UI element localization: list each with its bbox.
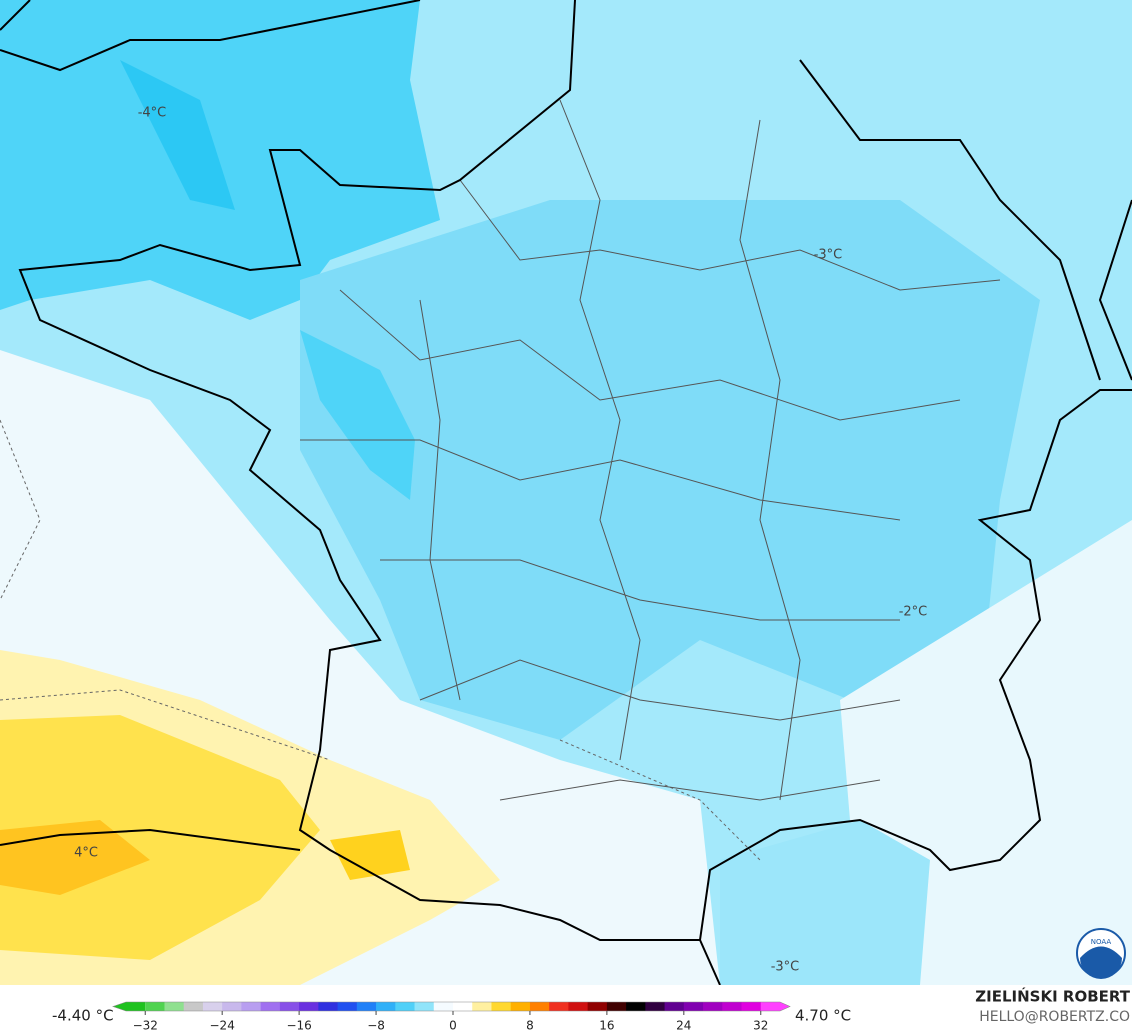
colorbar-segment bbox=[645, 1002, 666, 1011]
colorbar-segment bbox=[741, 1002, 762, 1011]
noaa-logo: NOAA bbox=[1076, 928, 1126, 979]
colorbar-segment bbox=[491, 1002, 512, 1011]
colorbar-segment bbox=[529, 1002, 550, 1011]
contour-line bbox=[0, 419, 761, 861]
colorbar-segment bbox=[202, 1002, 223, 1011]
legend-max-label: 4.70 °C bbox=[795, 1007, 851, 1025]
colorbar-segment bbox=[279, 1002, 300, 1011]
colorbar-segment bbox=[587, 1002, 608, 1011]
colorbar-segment bbox=[337, 1002, 358, 1011]
colorbar-segment bbox=[414, 1002, 435, 1011]
colorbar-tick-label: 16 bbox=[599, 1019, 614, 1033]
colorbar-segment bbox=[703, 1002, 723, 1011]
colorbar-tick-label: −24 bbox=[210, 1019, 235, 1033]
warm-zone bbox=[330, 830, 410, 880]
map: -4°C -3°C -2°C 4°C -3°C NOAA bbox=[0, 0, 1132, 986]
cold-zone bbox=[300, 330, 415, 500]
colorbar-segment bbox=[183, 1002, 204, 1011]
colorbar-tick-label: 24 bbox=[676, 1019, 691, 1033]
colorbar-segment bbox=[626, 1002, 646, 1011]
colorbar-segment bbox=[606, 1002, 627, 1011]
colorbar-segment bbox=[395, 1002, 416, 1011]
colorbar-segment bbox=[722, 1002, 743, 1011]
colorbar-segment bbox=[113, 1002, 146, 1011]
cool-zone bbox=[300, 200, 1040, 740]
cold-zone bbox=[120, 60, 235, 210]
contour-label: -3°C bbox=[814, 248, 843, 263]
colorbar-segment bbox=[318, 1002, 339, 1011]
colorbar-segment bbox=[664, 1002, 685, 1011]
colorbar-segment bbox=[356, 1002, 377, 1011]
cool-zone bbox=[720, 820, 930, 985]
colorbar-segment bbox=[549, 1002, 569, 1011]
colorbar-segment bbox=[683, 1002, 704, 1011]
contour-label: 4°C bbox=[74, 846, 98, 861]
colorbar-segment bbox=[760, 1002, 790, 1011]
colorbar: −32 −24 −16 −8 0 8 16 24 32 bbox=[112, 1001, 791, 1033]
colorbar-tick-label: 8 bbox=[526, 1019, 534, 1033]
credit-name: ZIELIŃSKI ROBERT bbox=[975, 987, 1130, 1006]
credit-email: HELLO@ROBERTZ.CO bbox=[979, 1009, 1130, 1025]
colorbar-segment bbox=[472, 1002, 492, 1011]
region-borders bbox=[300, 99, 1001, 801]
colorbar-segment bbox=[222, 1002, 242, 1011]
colorbar-segment bbox=[241, 1002, 262, 1011]
colorbar-outline bbox=[112, 1001, 791, 1012]
colorbar-segment bbox=[164, 1002, 185, 1011]
colorbar-tick-label: −8 bbox=[367, 1019, 385, 1033]
colorbar-segment bbox=[568, 1002, 589, 1011]
colorbar-segment bbox=[376, 1002, 396, 1011]
colorbar-tick-label: 32 bbox=[753, 1019, 768, 1033]
legend-min-label: -4.40 °C bbox=[52, 1007, 114, 1025]
contour-label: -4°C bbox=[138, 106, 167, 121]
colorbar-segment bbox=[260, 1002, 281, 1011]
colorbar-segment bbox=[299, 1002, 319, 1011]
colorbar-segment bbox=[433, 1002, 454, 1011]
colorbar-tick-label: −32 bbox=[133, 1019, 158, 1033]
contour-label: -2°C bbox=[899, 605, 928, 620]
colorbar-tick-label: 0 bbox=[449, 1019, 457, 1033]
colorbar-segment bbox=[510, 1002, 531, 1011]
colorbar-tick-label: −16 bbox=[286, 1019, 311, 1033]
colorbar-segment bbox=[145, 1002, 165, 1011]
cold-zone bbox=[0, 0, 440, 320]
coastline bbox=[0, 0, 1132, 986]
contour-label: -3°C bbox=[771, 960, 800, 975]
colorbar-segment bbox=[453, 1002, 473, 1011]
warm-zone bbox=[0, 715, 320, 960]
logo-text: NOAA bbox=[1091, 938, 1112, 946]
